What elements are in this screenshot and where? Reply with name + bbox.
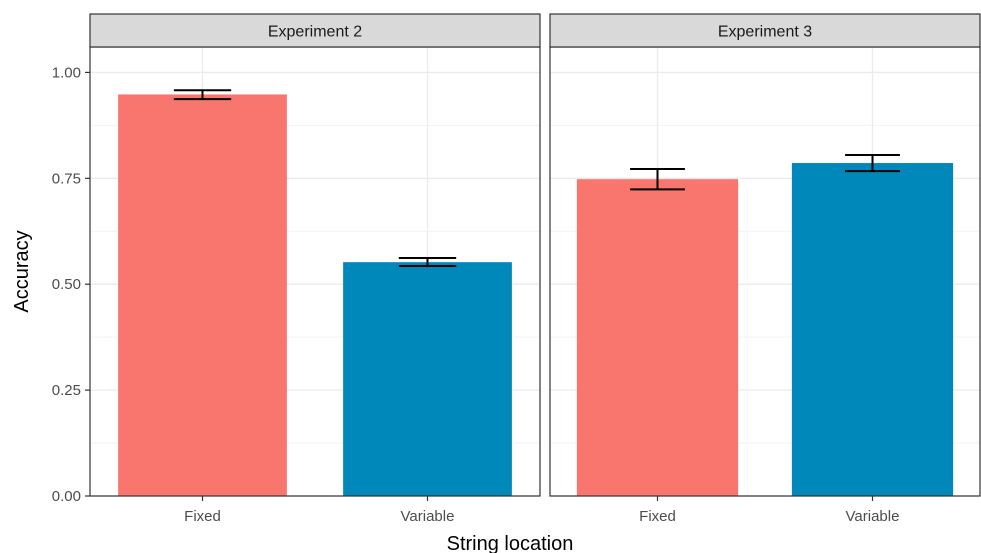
x-tick-label: Fixed: [639, 508, 676, 525]
x-tick-label: Variable: [401, 508, 455, 525]
error-bar-fixed: [630, 167, 685, 191]
error-bar-variable: [398, 256, 457, 267]
facet-title: Experiment 3: [718, 24, 812, 41]
y-axis: 0.00 0.25 0.50 0.75 1.00: [52, 64, 90, 505]
error-bar-fixed: [173, 89, 232, 101]
y-tick-label: 1.00: [52, 64, 81, 81]
panel-1: Experiment 2 Fixed Variable: [89, 13, 541, 525]
y-tick-label: 0.50: [52, 276, 81, 293]
x-tick-label: Fixed: [184, 508, 221, 525]
y-tick-label: 0.75: [52, 170, 81, 187]
facet-strip: [89, 13, 541, 48]
facet-title: Experiment 2: [268, 24, 362, 41]
panel-2: Experiment 3 Fixed Variable: [549, 13, 981, 525]
x-tick-label: Variable: [846, 508, 900, 525]
x-axis-title: String location: [447, 533, 574, 553]
y-tick-label: 0.25: [52, 382, 81, 399]
bar-fixed: [576, 179, 739, 496]
error-bar-variable: [845, 154, 900, 173]
facet-strip: [549, 13, 981, 48]
bar-variable: [343, 262, 512, 496]
y-axis-title: Accuracy: [11, 230, 33, 312]
bar-variable: [791, 163, 954, 497]
chart-panels: Experiment 2 Fixed Variable Experiment 3 Fix…: [89, 13, 981, 525]
y-tick-label: 0.00: [52, 488, 81, 505]
bar-fixed: [118, 94, 287, 496]
